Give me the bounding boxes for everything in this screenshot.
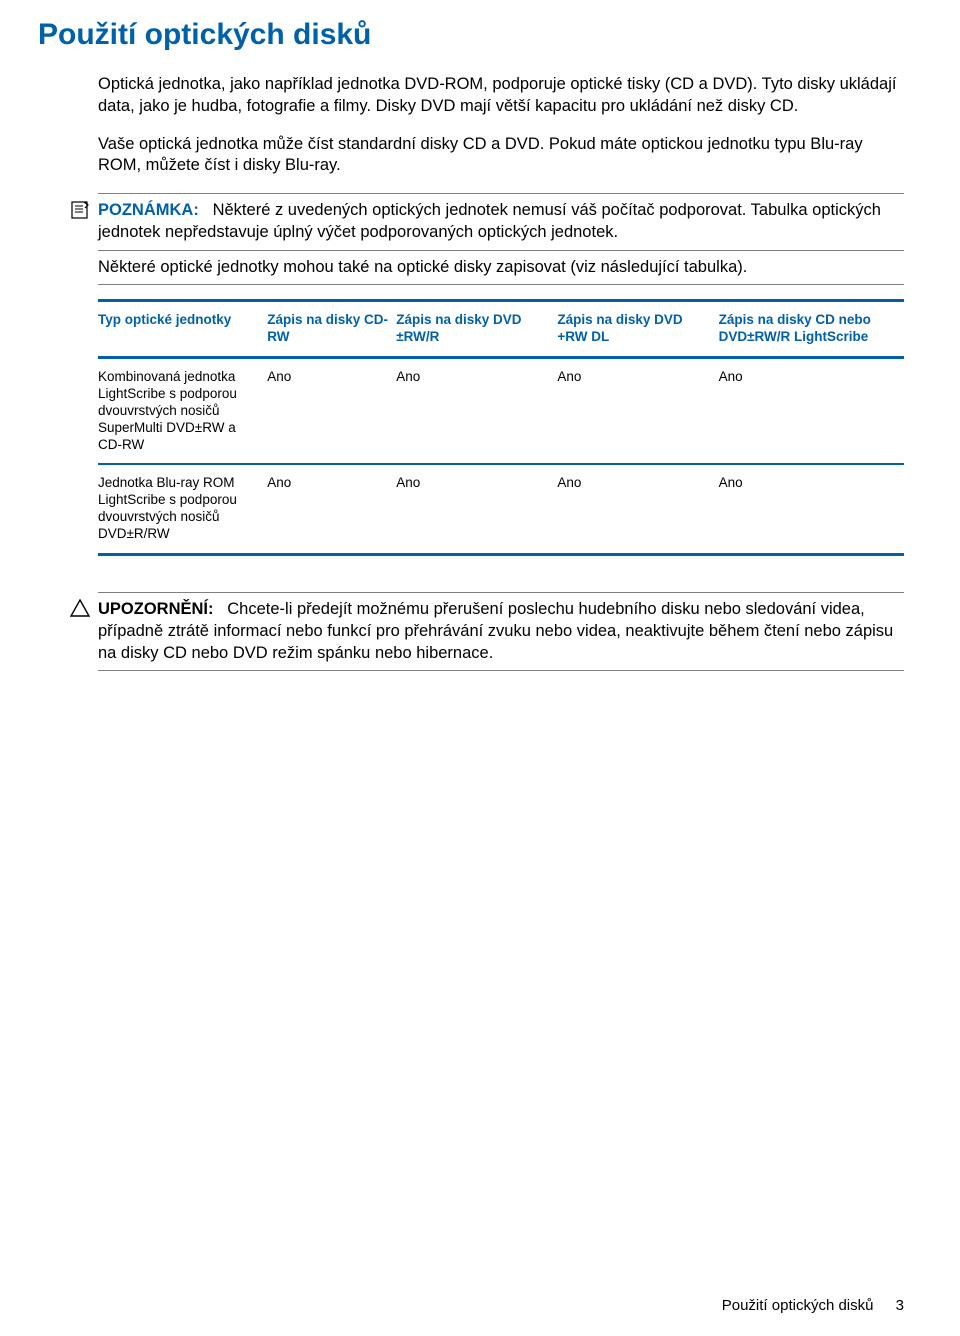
table-cell: Ano (396, 358, 557, 465)
page-title: Použití optických disků (38, 18, 904, 52)
table-cell: Ano (557, 358, 718, 465)
optical-drive-table: Typ optické jednotky Zápis na disky CD-R… (98, 299, 904, 556)
table-row: Jednotka Blu-ray ROM LightScribe s podpo… (98, 464, 904, 554)
table-header: Zápis na disky DVD +RW DL (557, 301, 718, 358)
table-row: Kombinovaná jednotka LightScribe s podpo… (98, 358, 904, 465)
caution-icon (70, 599, 90, 624)
intro-paragraph-2: Vaše optická jednotka může číst standard… (98, 134, 904, 178)
table-cell: Ano (719, 358, 904, 465)
caution-label: UPOZORNĚNÍ: (98, 600, 214, 618)
table-header-row: Typ optické jednotky Zápis na disky CD-R… (98, 301, 904, 358)
table-cell: Ano (719, 464, 904, 554)
note-label: POZNÁMKA: (98, 201, 199, 219)
note-text-1: POZNÁMKA: Některé z uvedených optických … (98, 200, 904, 244)
caution-text: Chcete-li předejít možnému přerušení pos… (98, 600, 893, 662)
caution-block: UPOZORNĚNÍ: Chcete-li předejít možnému p… (98, 592, 904, 671)
table-cell: Jednotka Blu-ray ROM LightScribe s podpo… (98, 464, 267, 554)
table-cell: Ano (396, 464, 557, 554)
table-cell: Kombinovaná jednotka LightScribe s podpo… (98, 358, 267, 465)
note-text-2: Některé optické jednotky mohou také na o… (98, 257, 904, 279)
table-header: Zápis na disky CD-RW (267, 301, 396, 358)
footer-page-number: 3 (896, 1297, 904, 1314)
note-icon (70, 200, 90, 225)
intro-paragraph-1: Optická jednotka, jako například jednotk… (98, 74, 904, 118)
page-footer: Použití optických disků 3 (722, 1297, 904, 1314)
table-cell: Ano (267, 464, 396, 554)
note-block: POZNÁMKA: Některé z uvedených optických … (98, 193, 904, 285)
footer-text: Použití optických disků (722, 1297, 874, 1314)
note-body-1: Některé z uvedených optických jednotek n… (98, 201, 881, 241)
table-header: Typ optické jednotky (98, 301, 267, 358)
table-cell: Ano (557, 464, 718, 554)
table-cell: Ano (267, 358, 396, 465)
note-divider (98, 250, 904, 251)
table-header: Zápis na disky DVD ±RW/R (396, 301, 557, 358)
table-header: Zápis na disky CD nebo DVD±RW/R LightScr… (719, 301, 904, 358)
